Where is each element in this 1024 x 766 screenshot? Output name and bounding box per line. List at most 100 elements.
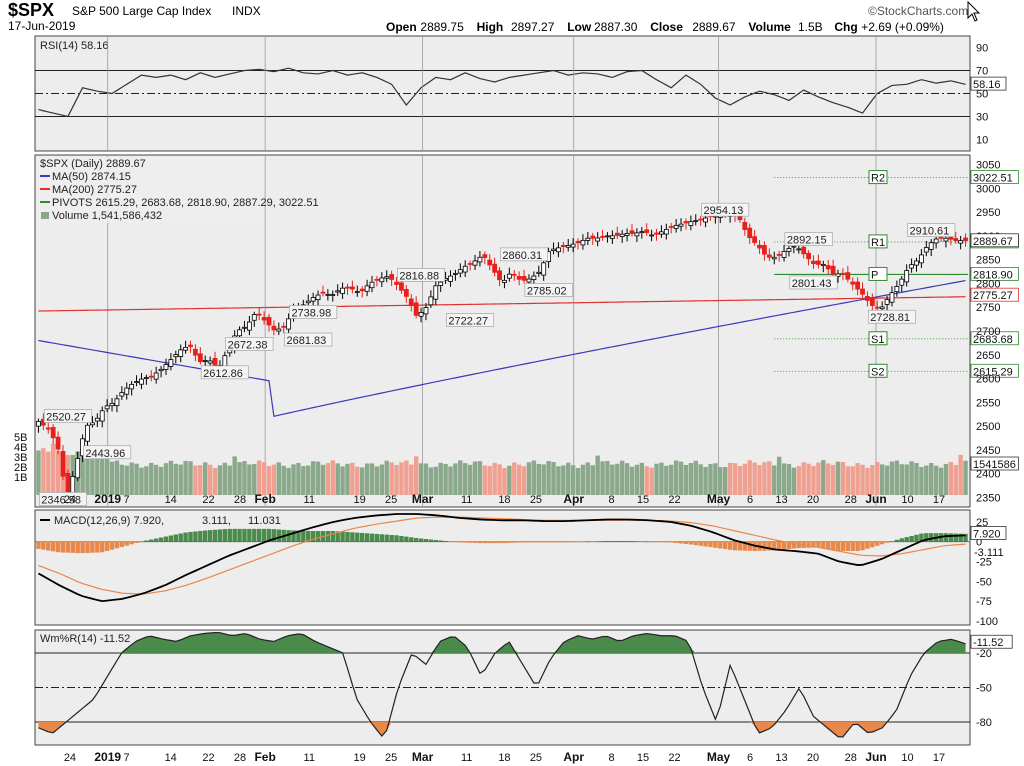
macd-hist-bar <box>615 541 620 542</box>
macd-hist-bar <box>153 538 159 542</box>
candle-body <box>835 273 841 277</box>
volume-bar <box>919 467 924 495</box>
volume-bars <box>36 443 968 495</box>
volume-bar <box>541 464 546 495</box>
rsi-tick-0: 90 <box>976 43 988 55</box>
candle-body <box>452 272 458 275</box>
macd-hist-bar <box>840 541 846 552</box>
candle-body <box>850 281 856 285</box>
price-annotation-9: 2860.31 <box>502 250 542 262</box>
macd-hist-bar <box>742 541 748 551</box>
price-tick-4: 2850 <box>976 255 1000 267</box>
macd-hist-bar <box>879 541 885 545</box>
price-tick-11: 2500 <box>976 421 1000 433</box>
macd-hist-bar <box>237 528 242 542</box>
candle-body <box>389 274 395 280</box>
macd-hist-bar <box>85 541 90 553</box>
candle-body <box>609 235 615 239</box>
bottom-x-label-2: 7 <box>124 752 130 764</box>
bottom-x-label-7: 11 <box>304 752 315 764</box>
macd-hist-bar <box>158 537 164 542</box>
candlesticks <box>36 205 968 501</box>
candle-body <box>879 306 885 310</box>
macd-hist-bar <box>345 531 350 542</box>
brand-logo[interactable]: ©StockCharts.com <box>868 4 968 18</box>
macd-hist-bar <box>673 541 679 544</box>
bottom-x-label-6: Feb <box>254 750 275 764</box>
volume-bar <box>693 460 698 495</box>
candle-body <box>168 359 174 367</box>
pivot-value-R2: 3022.51 <box>973 173 1013 185</box>
price-tick-8: 2650 <box>976 350 1000 362</box>
volume-bar <box>884 465 890 495</box>
volume-bar <box>899 464 904 495</box>
candle-body <box>923 247 929 253</box>
macd-hist-bar <box>634 541 640 542</box>
price-x-label-22: 28 <box>845 494 857 506</box>
macd-hist-bar <box>718 541 723 549</box>
rsi-last-value: 58.16 <box>973 79 1001 91</box>
macd-hist-bar <box>399 535 404 542</box>
candle-body <box>139 378 144 385</box>
volume-bar <box>438 462 443 495</box>
last-close-value: 2889.67 <box>973 236 1013 248</box>
pivot-tag-box-S1 <box>868 331 888 346</box>
macd-hist-bar <box>541 541 546 543</box>
bottom-x-label-11: 11 <box>461 752 472 764</box>
volume-tick-4: 1B <box>14 472 27 484</box>
macd-hist-bar <box>826 541 831 550</box>
macd-hist-bar <box>624 541 630 542</box>
volume-bar <box>821 460 826 495</box>
candle-body <box>99 410 105 422</box>
price-annotations: 2520.27 2443.96 2346.58 2612.86 2672.38 2681.… <box>38 202 956 506</box>
candle-body <box>158 368 164 372</box>
volume-bar <box>718 467 723 495</box>
ma50-line <box>38 279 966 418</box>
candle-body <box>173 354 179 358</box>
volume-bar <box>443 463 448 495</box>
macd-hist-bar <box>409 537 414 542</box>
volume-bar <box>80 452 85 495</box>
candle-body <box>541 262 547 276</box>
volume-bar <box>840 461 846 495</box>
bottom-x-label-4: 22 <box>202 752 214 764</box>
volume-bar <box>256 460 262 495</box>
annotation-box-1 <box>83 445 132 460</box>
volume-bar <box>953 464 958 495</box>
candle-body <box>771 256 777 260</box>
candle-body <box>237 329 242 337</box>
volume-bar <box>610 464 615 495</box>
ohlc-value-0: 2889.75 <box>420 20 464 34</box>
bottom-x-label-13: 25 <box>530 752 542 764</box>
candle-body <box>536 271 542 275</box>
volume-bar <box>261 462 267 495</box>
macd-hist-bar <box>521 541 527 543</box>
candle-body <box>94 417 100 422</box>
volume-bar <box>781 463 787 495</box>
volume-bar <box>629 466 635 495</box>
volume-bar <box>703 466 708 495</box>
price-x-label-4: 22 <box>202 494 214 506</box>
candle-body <box>963 237 968 242</box>
candle-body <box>394 281 399 285</box>
candle-body <box>457 269 463 274</box>
macd-hist-bar <box>306 530 311 542</box>
macd-legend: MACD(12,26,9) 7.920, 3.111, 11.031 <box>40 515 281 527</box>
candle-body <box>575 240 581 244</box>
price-x-label-2: 7 <box>124 494 130 506</box>
macd-hist-bar <box>413 537 419 542</box>
candle-body <box>85 424 90 442</box>
candle-body <box>384 276 390 279</box>
bottom-x-label-16: 15 <box>637 752 649 764</box>
price-annotation-2: 2346.58 <box>41 494 81 506</box>
macd-hist-bar <box>477 541 483 544</box>
macd-hist-bar <box>188 531 193 542</box>
ohlc-label-0: Open <box>386 20 417 34</box>
annotation-box-8 <box>446 313 495 327</box>
candle-body <box>197 353 203 363</box>
price-annotation-12: 2892.15 <box>787 235 827 247</box>
candle-body <box>899 278 905 286</box>
ohlc-label-1: High <box>477 20 504 34</box>
candle-body <box>202 360 208 362</box>
price-annotation-15: 2910.61 <box>910 226 950 238</box>
